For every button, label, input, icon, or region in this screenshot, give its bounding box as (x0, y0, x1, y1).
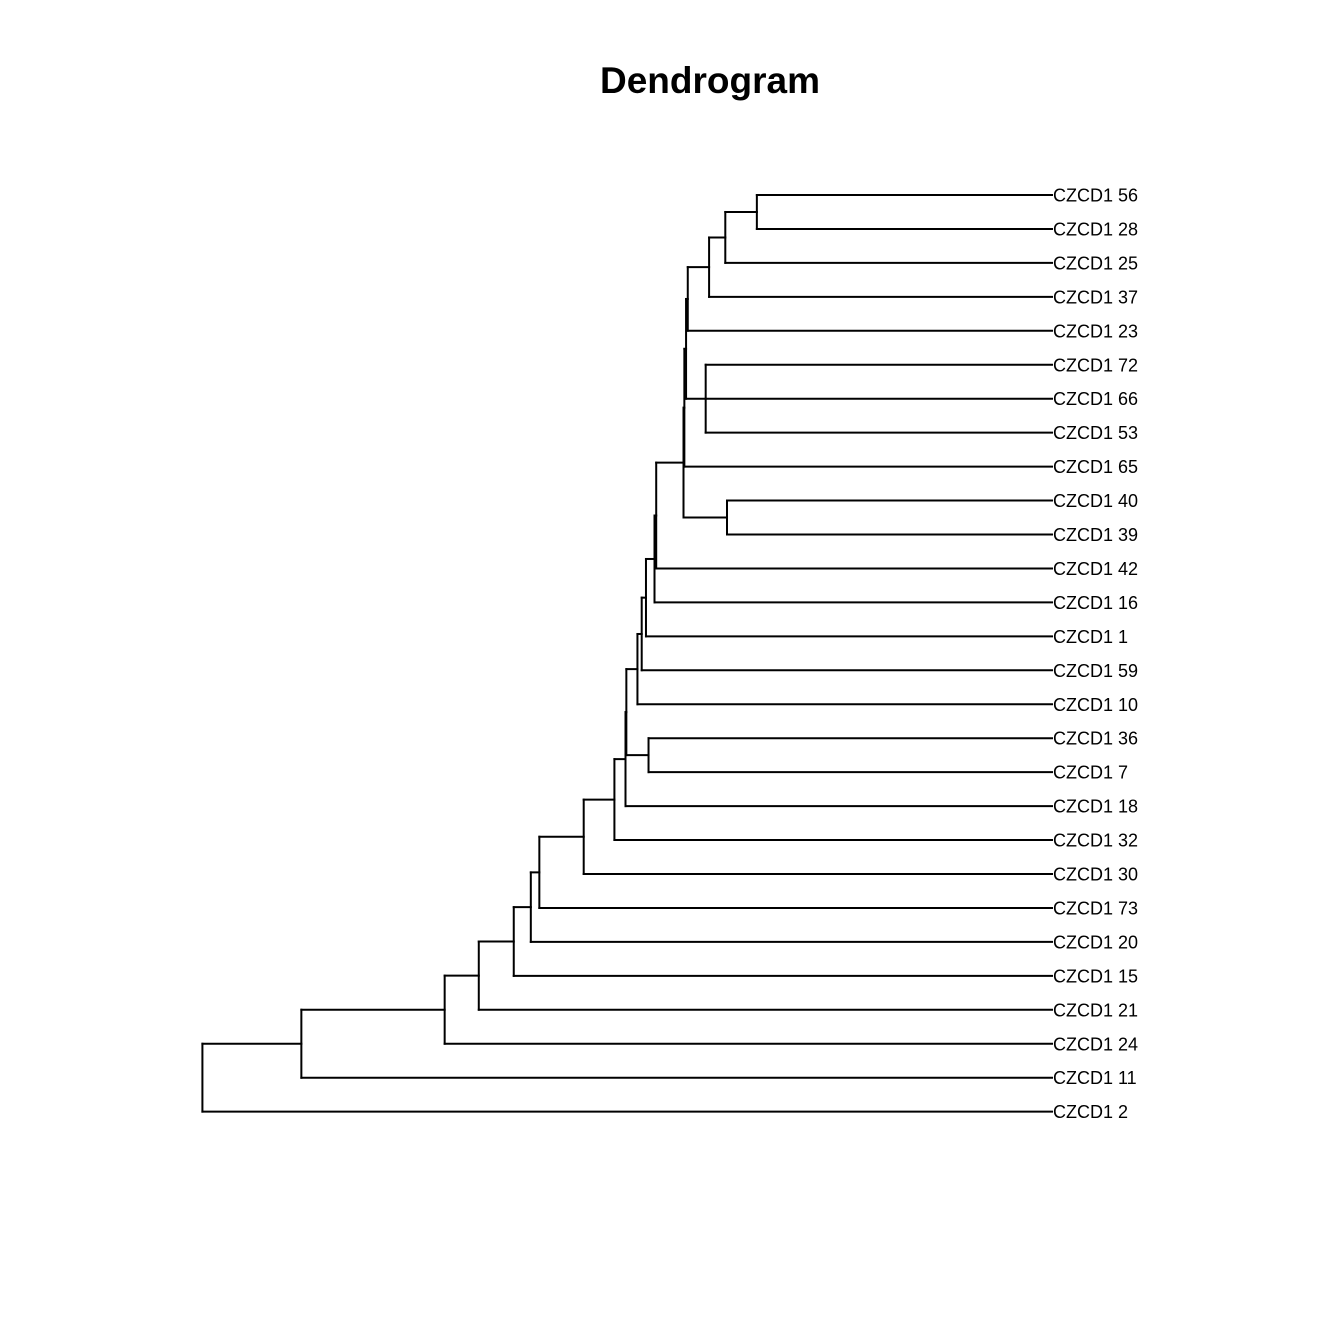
leaf-label: CZCD1 7 (1053, 763, 1128, 783)
leaf-label: CZCD1 37 (1053, 287, 1138, 307)
leaf-label: CZCD1 39 (1053, 525, 1138, 545)
chart-title: Dendrogram (600, 60, 820, 101)
leaf-label: CZCD1 20 (1053, 932, 1138, 952)
leaf-label: CZCD1 66 (1053, 389, 1138, 409)
leaf-label: CZCD1 24 (1053, 1034, 1138, 1054)
leaf-label: CZCD1 30 (1053, 865, 1138, 885)
leaf-label: CZCD1 42 (1053, 559, 1138, 579)
leaf-label: CZCD1 40 (1053, 491, 1138, 511)
leaf-label: CZCD1 18 (1053, 797, 1138, 817)
dendrogram-branches (201, 194, 1053, 1113)
leaf-label: CZCD1 2 (1053, 1102, 1128, 1122)
leaf-labels: CZCD1 56 CZCD1 28 CZCD1 25 CZCD1 37 CZCD1 23… (1053, 186, 1138, 1123)
leaf-label: CZCD1 10 (1053, 695, 1138, 715)
leaf-label: CZCD1 56 (1053, 186, 1138, 206)
leaf-label: CZCD1 65 (1053, 457, 1138, 477)
leaf-label: CZCD1 73 (1053, 898, 1138, 918)
leaf-label: CZCD1 23 (1053, 321, 1138, 341)
leaf-label: CZCD1 59 (1053, 661, 1138, 681)
leaf-label: CZCD1 36 (1053, 729, 1138, 749)
leaf-label: CZCD1 21 (1053, 1000, 1138, 1020)
leaf-label: CZCD1 25 (1053, 253, 1138, 273)
leaf-label: CZCD1 1 (1053, 627, 1128, 647)
leaf-label: CZCD1 72 (1053, 355, 1138, 375)
leaf-label: CZCD1 16 (1053, 593, 1138, 613)
leaf-label: CZCD1 32 (1053, 831, 1138, 851)
leaf-label: CZCD1 28 (1053, 219, 1138, 239)
leaf-label: CZCD1 53 (1053, 423, 1138, 443)
leaf-label: CZCD1 15 (1053, 966, 1138, 986)
leaf-label: CZCD1 11 (1053, 1068, 1137, 1088)
